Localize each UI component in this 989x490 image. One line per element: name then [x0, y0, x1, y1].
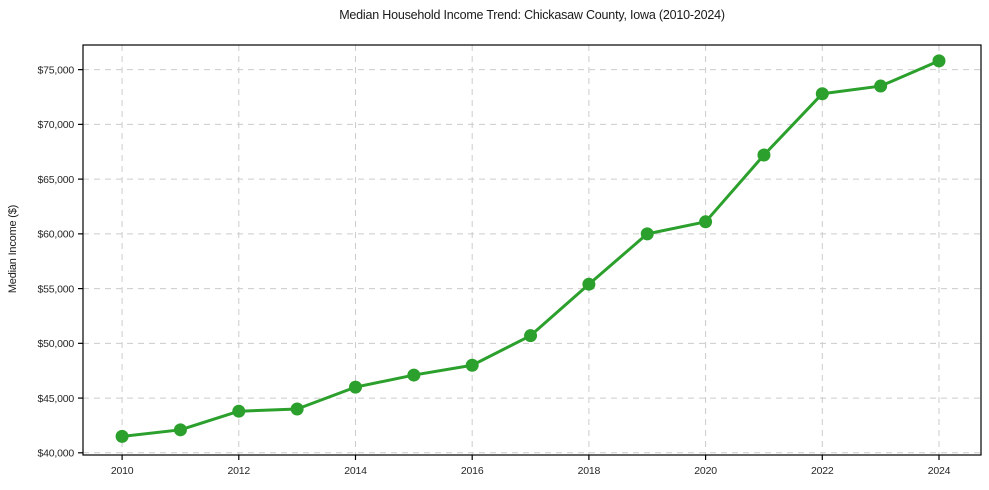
x-tick-label: 2024	[928, 465, 951, 477]
data-point-2023	[874, 79, 888, 93]
x-tick-label: 2018	[578, 465, 601, 477]
y-tick-label: $75,000	[37, 64, 74, 76]
x-tick-label: 2010	[111, 465, 134, 477]
data-point-2016	[465, 358, 479, 372]
y-tick-label: $45,000	[37, 393, 74, 405]
data-point-2019	[640, 227, 654, 241]
data-point-2015	[407, 368, 421, 382]
y-tick-label: $50,000	[37, 338, 74, 350]
chart-title: Median Household Income Trend: Chickasaw…	[339, 8, 725, 22]
data-point-2014	[348, 380, 362, 394]
y-axis-label: Median Income ($)	[7, 204, 19, 294]
x-tick-label: 2012	[228, 465, 251, 477]
data-point-2017	[524, 329, 538, 343]
x-tick-label: 2014	[344, 465, 367, 477]
data-point-2011	[173, 423, 187, 437]
plot-border	[82, 44, 982, 456]
data-point-2010	[115, 429, 129, 443]
data-point-2018	[582, 277, 596, 291]
data-point-2021	[757, 148, 771, 162]
x-tick-label: 2022	[811, 465, 834, 477]
y-tick-label: $65,000	[37, 174, 74, 186]
trend-line	[120, 59, 941, 438]
y-tick-label: $60,000	[37, 229, 74, 241]
data-point-2022	[815, 87, 829, 101]
data-point-2020	[699, 215, 713, 229]
data-point-2013	[290, 402, 304, 416]
y-tick-label: $55,000	[37, 283, 74, 295]
x-tick-label: 2020	[694, 465, 717, 477]
y-tick-label: $70,000	[37, 119, 74, 131]
y-tick-label: $40,000	[37, 448, 74, 460]
x-tick-label: 2016	[461, 465, 484, 477]
data-point-2012	[232, 404, 246, 418]
data-point-2024	[932, 54, 946, 68]
